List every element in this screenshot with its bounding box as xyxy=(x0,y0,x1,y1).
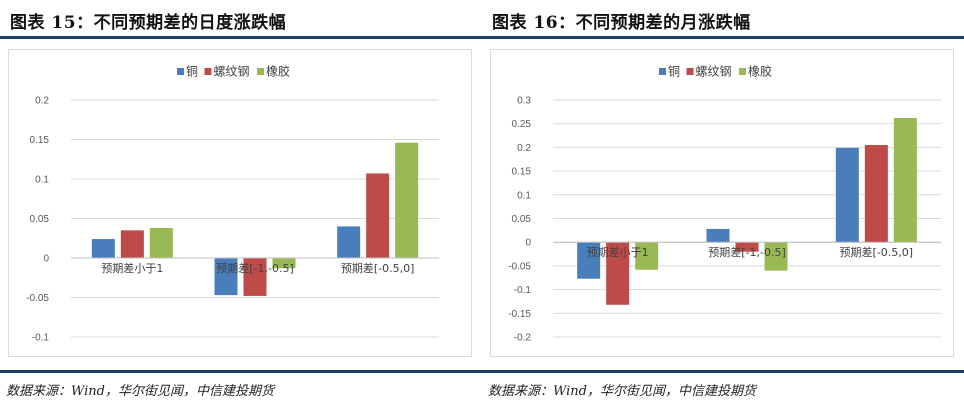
legend-swatch-rubber xyxy=(257,68,264,75)
y-tick-label: 0.1 xyxy=(35,175,49,186)
figure-15-panel: 图表 15：不同预期差的日度涨跌幅 0.2 0.15 0.1 0.05 0 -0.05 -0… xyxy=(0,13,482,399)
y-tick-label: -0.05 xyxy=(26,293,49,304)
figure-15-top-rule xyxy=(0,36,482,39)
legend-label-rubber: 橡胶 xyxy=(748,64,772,79)
bar-copper-0 xyxy=(577,242,601,279)
y-tick-label: -0.15 xyxy=(508,309,531,320)
legend-swatch-rubber xyxy=(739,68,746,75)
legend-label-copper: 铜 xyxy=(668,64,680,79)
legend-label-rebar: 螺纹钢 xyxy=(696,65,732,79)
figure-16-source: 数据来源：Wind，华尔街见闻，中信建投期货 xyxy=(488,384,756,399)
figure-16-panel: 图表 16：不同预期差的月涨跌幅 0.3 0.25 0.2 0.15 0.1 0.05 0 -… xyxy=(482,0,964,404)
bar-rubber-2 xyxy=(893,118,917,243)
bar-rubber-0 xyxy=(635,242,659,270)
figure-15-title: 图表 15：不同预期差的日度涨跌幅 xyxy=(10,13,287,33)
y-tick-label: -0.1 xyxy=(32,333,50,344)
bar-rubber-0 xyxy=(149,227,173,258)
category-label: 预期差[-1,-0.5] xyxy=(708,245,786,259)
y-tick-label: -0.05 xyxy=(508,261,531,272)
bar-copper-0 xyxy=(91,239,115,258)
y-tick-label: 0.25 xyxy=(512,119,532,130)
y-tick-label: 0.15 xyxy=(512,167,532,178)
figure-16-title: 图表 16：不同预期差的月涨跌幅 xyxy=(492,13,751,33)
y-tick-label: 0.3 xyxy=(517,96,531,107)
y-tick-label: 0.2 xyxy=(517,143,531,154)
y-tick-label: 0.1 xyxy=(517,190,531,201)
category-label: 预期差小于1 xyxy=(587,245,649,259)
legend-swatch-rebar xyxy=(204,68,212,75)
bar-copper-2 xyxy=(835,147,859,243)
category-label: 预期差小于1 xyxy=(101,261,163,275)
y-tick-label: 0.05 xyxy=(512,214,532,225)
bar-rubber-1 xyxy=(272,258,296,269)
legend-swatch-rebar xyxy=(686,68,694,75)
bar-copper-1 xyxy=(706,228,730,243)
y-tick-label: 0 xyxy=(43,254,49,265)
bar-rebar-2 xyxy=(366,173,390,258)
bar-rubber-1 xyxy=(764,242,788,271)
legend-label-rubber: 橡胶 xyxy=(266,64,290,79)
category-label: 预期差[-1,-0.5] xyxy=(216,261,294,275)
bar-rubber-2 xyxy=(395,142,419,258)
figure-16-chart-svg: 0.3 0.25 0.2 0.15 0.1 0.05 0 -0.05 -0.1 -0.15 -0.2… xyxy=(508,64,941,344)
bar-rebar-0 xyxy=(606,242,630,305)
legend-swatch-copper xyxy=(659,68,666,75)
legend-label-rebar: 螺纹钢 xyxy=(214,65,250,79)
category-label: 预期差[-0.5,0] xyxy=(840,245,914,259)
y-tick-label: -0.1 xyxy=(514,285,532,296)
bar-rebar-2 xyxy=(864,145,888,243)
y-tick-label: 0.2 xyxy=(35,96,49,107)
y-tick-label: 0.05 xyxy=(30,214,50,225)
figure-15-bottom-rule xyxy=(0,370,482,373)
figure-16-bottom-rule xyxy=(482,370,964,373)
figure-16-top-rule xyxy=(482,36,964,39)
y-tick-label: 0.15 xyxy=(30,135,50,146)
figure-15-chart: 0.2 0.15 0.1 0.05 0 -0.05 -0.1 预期差小于1 预期差[-1,-0.… xyxy=(8,49,472,357)
bar-copper-1 xyxy=(214,258,238,296)
y-tick-label: 0 xyxy=(525,238,531,249)
figure-16-chart: 0.3 0.25 0.2 0.15 0.1 0.05 0 -0.05 -0.1 -0.15 -0.2… xyxy=(490,49,954,357)
bar-rebar-1 xyxy=(735,242,759,252)
legend-swatch-copper xyxy=(177,68,184,75)
bar-rebar-0 xyxy=(120,230,144,258)
figure-15-source: 数据来源：Wind，华尔街见闻，中信建投期货 xyxy=(6,384,274,399)
y-tick-label: -0.2 xyxy=(514,333,532,344)
figure-15-chart-svg: 0.2 0.15 0.1 0.05 0 -0.05 -0.1 预期差小于1 预期差[-1,-0.… xyxy=(26,64,439,344)
bar-rebar-1 xyxy=(243,258,267,296)
category-label: 预期差[-0.5,0] xyxy=(341,261,415,275)
legend-label-copper: 铜 xyxy=(186,64,198,79)
bar-copper-2 xyxy=(337,226,361,258)
